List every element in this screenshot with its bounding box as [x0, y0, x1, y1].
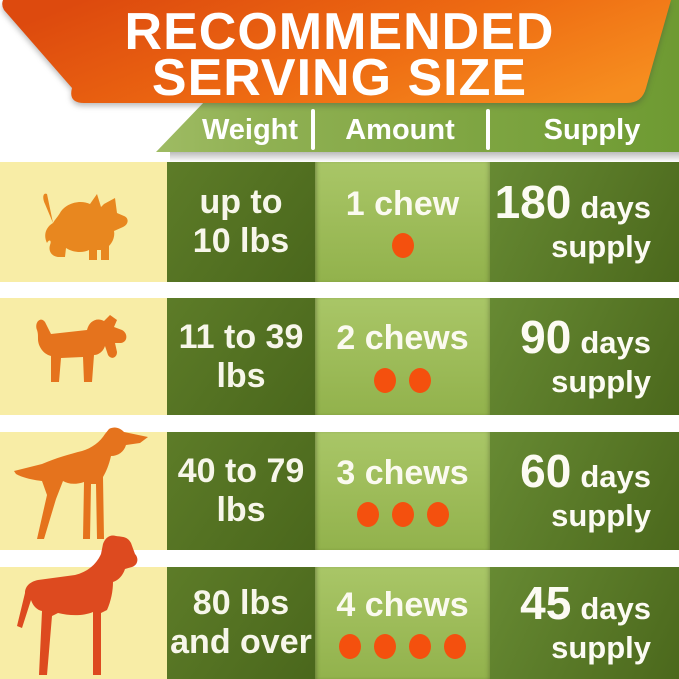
supply-text-line1: 180 days [495, 179, 651, 230]
amount-cell: 1 chew [315, 162, 490, 282]
weight-cell: 40 to 79 lbs [167, 432, 315, 550]
chew-dot [356, 502, 379, 527]
weight-cell: 80 lbs and over [167, 567, 315, 679]
chew-dots [339, 634, 466, 660]
supply-unit: days [580, 324, 651, 360]
supply-text-line2: supply [551, 630, 651, 665]
weight-text-line2: lbs [216, 491, 266, 529]
table-row: up to 10 lbs 1 chew 180 days supply [0, 162, 679, 282]
supply-unit: days [580, 459, 651, 494]
supply-cell: 60 days supply [490, 432, 679, 550]
supply-cell: 90 days supply [490, 298, 679, 415]
supply-text-line2: supply [551, 498, 651, 533]
page-title-line2: SERVING SIZE [151, 49, 528, 107]
title-ribbon [2, 0, 671, 103]
great-dane-dog-icon [17, 535, 138, 675]
chew-dots [356, 502, 449, 528]
supply-text-line1: 60 days [520, 448, 651, 499]
table-row: 80 lbs and over 4 chews 45 days supply [0, 567, 679, 679]
chew-dot [391, 502, 414, 527]
page-title-line1: RECOMMENDED [124, 3, 555, 61]
weight-text-line2: 10 lbs [192, 222, 290, 260]
chew-dot [339, 634, 361, 659]
amount-text: 1 chew [345, 184, 460, 223]
column-header-weight: Weight [201, 113, 299, 146]
column-header-supply: Supply [543, 113, 641, 146]
header-band-shadow [170, 151, 679, 162]
chew-dot [391, 233, 414, 258]
column-header-amount: Amount [345, 113, 455, 146]
supply-cell: 45 days supply [490, 567, 679, 679]
weight-text-line1: 11 to 39 [178, 317, 304, 356]
supply-cell: 180 days supply [490, 162, 679, 282]
amount-text: 2 chews [336, 319, 469, 357]
page-title: RECOMMENDED SERVING SIZE [0, 3, 679, 107]
supply-number: 45 [520, 577, 572, 629]
chew-dot [444, 634, 466, 659]
supply-text-line2: supply [551, 363, 651, 399]
supply-text-line1: 90 days [520, 314, 651, 365]
header-divider [311, 109, 315, 150]
supply-unit: days [580, 591, 651, 626]
chew-dots [391, 233, 414, 259]
chew-dot [426, 502, 449, 527]
header-divider [486, 109, 490, 150]
supply-text-line1: 45 days [520, 580, 651, 631]
weight-cell: up to 10 lbs [167, 162, 315, 282]
amount-text: 3 chews [336, 453, 469, 492]
supply-number: 60 [520, 445, 572, 497]
amount-text: 4 chews [336, 585, 469, 624]
small-terrier-dog-icon [43, 193, 128, 260]
supply-text-line2: supply [551, 229, 651, 264]
weight-text-line2: lbs [216, 356, 266, 395]
amount-cell: 2 chews [315, 298, 490, 415]
chew-dot [409, 367, 431, 393]
supply-unit: days [580, 190, 651, 225]
weight-text-line2: and over [170, 623, 312, 661]
wire-fox-terrier-dog-icon [36, 315, 127, 382]
chew-dot [374, 367, 396, 393]
supply-number: 180 [494, 176, 572, 228]
amount-cell: 3 chews [315, 432, 490, 550]
weight-cell: 11 to 39 lbs [167, 298, 315, 415]
supply-number: 90 [520, 310, 572, 363]
chew-dot [374, 634, 396, 659]
weight-text-line1: up to [199, 183, 283, 221]
pointer-dog-icon [14, 427, 148, 539]
weight-text-line1: 40 to 79 [177, 452, 305, 490]
amount-cell: 4 chews [315, 567, 490, 679]
weight-text-line1: 80 lbs [192, 584, 290, 622]
chew-dot [409, 634, 431, 659]
chew-dots [374, 367, 431, 393]
